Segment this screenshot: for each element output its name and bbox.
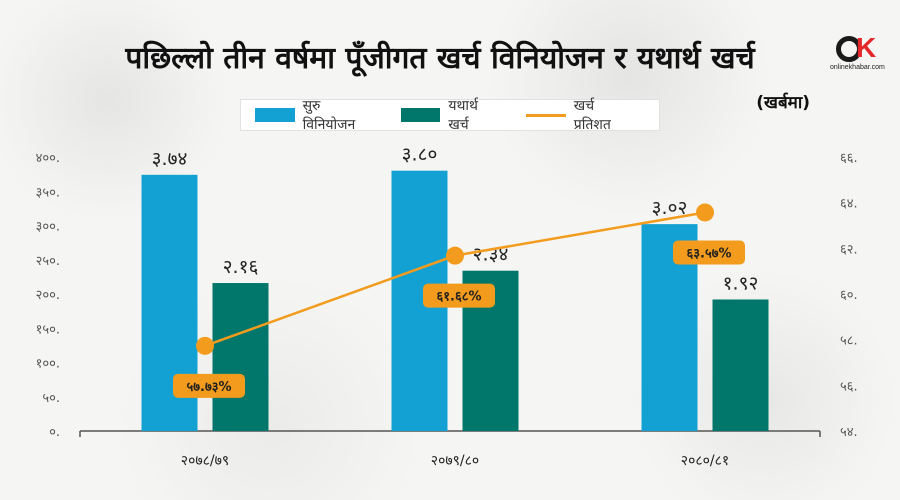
legend-swatch-expense-percent bbox=[526, 113, 566, 117]
x-category-label: २०८०/८१ bbox=[681, 453, 729, 469]
chart-title: पछिल्लो तीन वर्षमा पूँजीगत खर्च विनियोजन… bbox=[125, 41, 755, 76]
y-left-tick-label: १५०. bbox=[36, 322, 60, 337]
expense-percent-label-box bbox=[673, 240, 745, 265]
expense-percent-point bbox=[446, 246, 464, 265]
y-right-tick-label: ५४. bbox=[840, 425, 858, 440]
legend-item-initial-allocation: सुरु विनियोजन bbox=[255, 96, 377, 134]
data-label-initial-allocation: ३.८० bbox=[402, 144, 438, 166]
y-right-tick-label: ६६. bbox=[840, 151, 858, 166]
legend-label-actual-expense: यथार्थ खर्च bbox=[448, 98, 478, 133]
data-label-initial-allocation: ३.७४ bbox=[152, 148, 188, 170]
expense-percent-label: ६३.५७% bbox=[686, 246, 731, 261]
legend-item-expense-percent: खर्च प्रतिशत bbox=[526, 96, 635, 134]
data-label-actual-expense: २.१६ bbox=[223, 256, 259, 278]
y-left-tick-label: ४००. bbox=[36, 151, 60, 166]
legend-label-initial-allocation: सुरु विनियोजन bbox=[302, 98, 356, 133]
y-right-tick-label: ६०. bbox=[840, 288, 858, 303]
expense-percent-label-box bbox=[423, 283, 495, 308]
logo-o-mark bbox=[836, 36, 862, 62]
y-left-tick-label: ०. bbox=[49, 425, 60, 440]
legend-label-expense-percent: खर्च प्रतिशत bbox=[573, 98, 611, 133]
chart-unit-note: (खर्बमा) bbox=[756, 93, 810, 113]
chart-legend: सुरु विनियोजन यथार्थ खर्च खर्च प्रतिशत bbox=[240, 96, 660, 134]
data-label-actual-expense: १.९२ bbox=[723, 272, 759, 294]
y-left-tick-label: २५०. bbox=[36, 254, 60, 269]
expense-percent-label-box bbox=[173, 373, 245, 398]
y-right-tick-label: ५६. bbox=[840, 379, 858, 394]
expense-percent-label: ६१.६८% bbox=[436, 290, 481, 305]
y-right-tick-label: ५८. bbox=[840, 334, 858, 349]
y-left-tick-label: २००. bbox=[36, 288, 60, 303]
expense-percent-point bbox=[196, 336, 214, 355]
x-category-label: २०७८/७९ bbox=[181, 453, 229, 469]
y-left-tick-label: १००. bbox=[36, 357, 60, 372]
expense-percent-point bbox=[696, 203, 714, 222]
y-right-tick-label: ६२. bbox=[840, 242, 858, 257]
legend-swatch-initial-allocation bbox=[255, 108, 295, 122]
logo-k-mark: K bbox=[856, 32, 877, 63]
data-label-initial-allocation: ३.०२ bbox=[652, 197, 688, 219]
expense-percent-label: ५७.७३% bbox=[186, 380, 231, 395]
onlinekhabar-logo: K onlinekhabar.com bbox=[830, 32, 885, 80]
y-left-tick-label: ३५०. bbox=[36, 185, 60, 200]
y-left-tick-label: ५०. bbox=[42, 391, 60, 406]
legend-item-actual-expense: यथार्थ खर्च bbox=[400, 96, 502, 134]
expense-percent-line bbox=[204, 211, 706, 348]
y-left-tick-label: ३००. bbox=[36, 220, 60, 235]
x-category-label: २०७९/८० bbox=[431, 453, 479, 469]
bar-actual-expense bbox=[212, 283, 269, 431]
legend-swatch-actual-expense bbox=[400, 108, 441, 122]
logo-wordmark: onlinekhabar.com bbox=[830, 64, 885, 71]
bar-actual-expense bbox=[712, 299, 769, 431]
y-right-tick-label: ६४. bbox=[840, 197, 858, 212]
